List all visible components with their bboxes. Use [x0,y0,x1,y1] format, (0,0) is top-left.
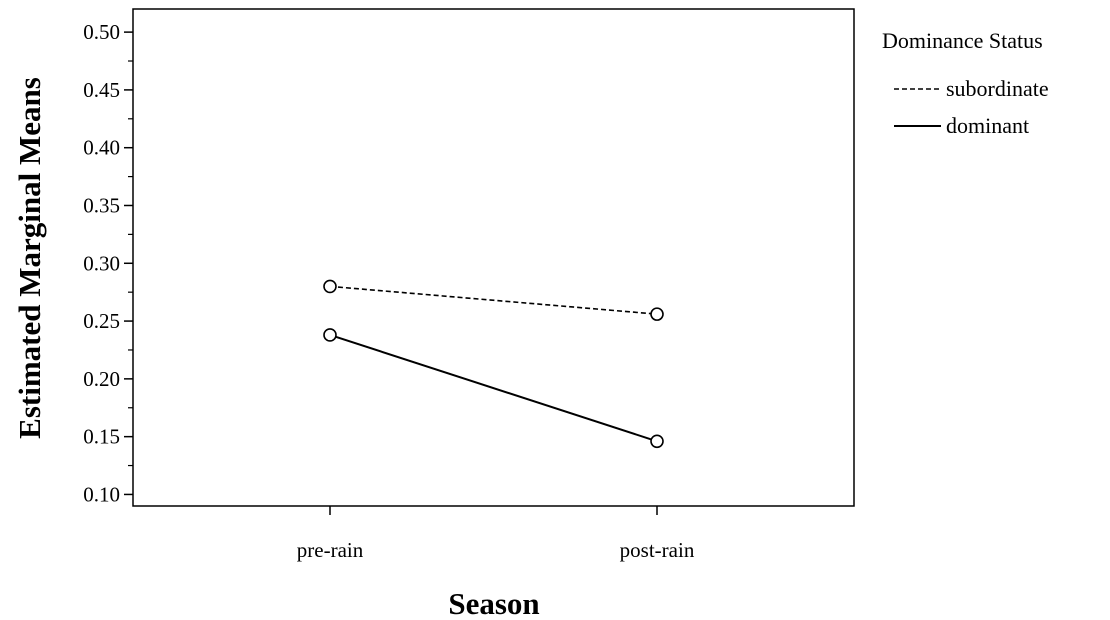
x-axis-title: Season [448,586,539,620]
x-axis: pre-rain post-rain [297,506,695,562]
y-axis-title: Estimated Marginal Means [12,77,47,439]
y-tick-label: 0.30 [83,251,120,275]
data-point-dominant-pre-rain [323,328,337,342]
y-tick-label: 0.40 [83,136,120,160]
x-tick-label: pre-rain [297,538,364,562]
y-tick-label: 0.10 [83,482,120,506]
y-tick-label: 0.35 [83,193,120,217]
data-point-subordinate-pre-rain [323,279,337,294]
data-point-subordinate-post-rain [650,307,664,321]
y-tick-label: 0.25 [83,309,120,333]
series-line-subordinate [329,285,658,315]
y-tick-label: 0.45 [83,78,120,102]
legend-label-subordinate: subordinate [946,76,1049,101]
y-tick-label: 0.20 [83,367,120,391]
series-line-dominant [329,333,658,443]
y-tick-label: 0.15 [83,425,120,449]
series-layer [323,279,664,449]
x-tick-label: post-rain [620,538,695,562]
data-point-dominant-post-rain [650,434,664,449]
y-tick-label: 0.50 [83,20,120,44]
y-axis: 0.10 0.15 0.20 0.25 0.30 0.35 0.40 0.45 0.50 [83,20,133,506]
plot-area [132,8,855,507]
legend-title: Dominance Status [882,28,1043,53]
legend-label-dominant: dominant [946,113,1029,138]
legend: Dominance Status subordinate dominant [882,28,1049,138]
